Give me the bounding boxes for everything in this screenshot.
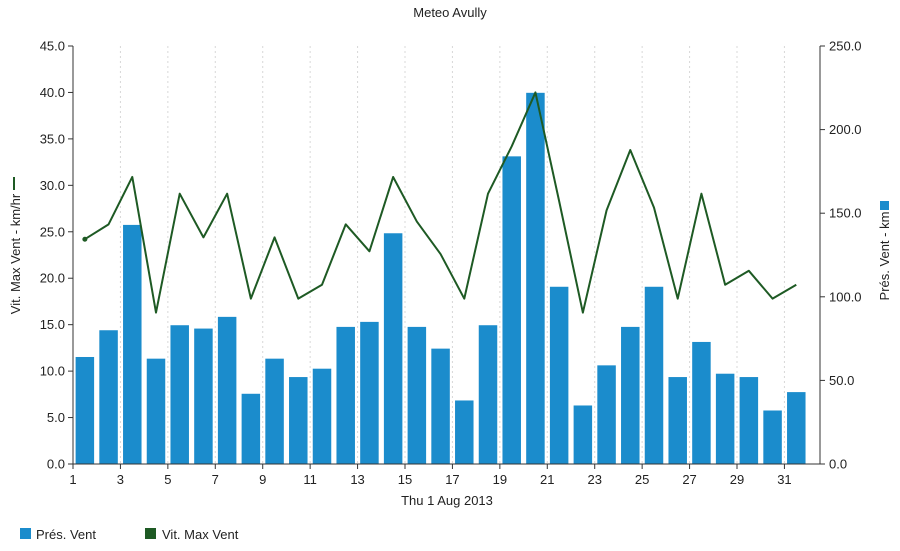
legend-swatch-vit-max-vent [145, 528, 156, 539]
bar [763, 410, 782, 464]
y-left-tick-label: 40.0 [40, 85, 65, 100]
right-axis-legend-square [880, 201, 889, 210]
x-tick-label: 31 [777, 472, 791, 487]
y-right-tick-label: 0.0 [829, 457, 847, 472]
y-right-axis-label: Prés. Vent - km [877, 212, 892, 301]
bar [739, 377, 759, 464]
y-left-tick-labels: 0.0 5.0 10.0 15.0 20.0 25.0 30.0 35.0 40.0 45.0 [40, 39, 73, 472]
bar [715, 373, 735, 464]
bar [573, 405, 593, 464]
y-right-tick-label: 100.0 [829, 289, 862, 304]
bar [217, 316, 237, 464]
y-right-tick-label: 150.0 [829, 206, 862, 221]
x-tick-label: 17 [445, 472, 459, 487]
x-tick-label: 9 [259, 472, 266, 487]
series-line [84, 91, 797, 314]
legend-label-vit-max-vent: Vit. Max Vent [162, 527, 239, 542]
bar [502, 156, 521, 465]
bar [75, 356, 95, 464]
bar [170, 325, 189, 464]
y-right-tick-labels: 0.0 50.0 100.0 150.0 200.0 250.0 [820, 39, 862, 472]
x-tick-labels: 1 3 5 7 9 11 13 15 17 19 21 23 25 27 29 31 [69, 464, 792, 487]
bar [787, 392, 806, 464]
x-tick-label: 21 [540, 472, 554, 487]
bar [360, 321, 379, 464]
bar [146, 358, 166, 464]
y-left-tick-label: 15.0 [40, 317, 65, 332]
bar [336, 326, 355, 464]
x-tick-label: 5 [164, 472, 171, 487]
bar [526, 92, 545, 464]
bar [194, 328, 213, 464]
x-tick-label: 11 [303, 472, 317, 487]
x-tick-label: 7 [212, 472, 219, 487]
bar [383, 233, 403, 464]
bar [455, 400, 474, 464]
x-tick-label: 29 [730, 472, 744, 487]
y-left-tick-label: 5.0 [47, 410, 65, 425]
bar [597, 365, 616, 464]
legend: Prés. Vent Vit. Max Vent [20, 527, 239, 542]
bar [407, 326, 427, 464]
y-right-tick-label: 250.0 [829, 39, 862, 54]
x-tick-label: 23 [587, 472, 601, 487]
bar [621, 326, 640, 464]
legend-swatch-pres-vent [20, 528, 31, 539]
x-tick-label: 3 [117, 472, 124, 487]
bar [644, 286, 664, 464]
x-tick-label: 1 [69, 472, 76, 487]
bar [123, 224, 142, 464]
line-point [82, 236, 88, 242]
bar [549, 286, 569, 464]
y-right-tick-label: 200.0 [829, 122, 862, 137]
x-tick-label: 19 [493, 472, 507, 487]
legend-label-pres-vent: Prés. Vent [36, 527, 96, 542]
x-axis-label: Thu 1 Aug 2013 [401, 493, 493, 508]
bar [431, 348, 450, 464]
y-left-tick-label: 10.0 [40, 364, 65, 379]
bar [668, 377, 687, 464]
bar [265, 358, 284, 464]
chart-title: Meteo Avully [413, 5, 487, 20]
y-left-tick-label: 35.0 [40, 131, 65, 146]
x-tick-label: 13 [350, 472, 364, 487]
x-tick-label: 15 [398, 472, 412, 487]
axes [72, 46, 821, 465]
bar [99, 330, 118, 464]
bar [692, 341, 711, 464]
y-left-axis-label: Vit. Max Vent - km/hr [8, 193, 23, 314]
y-left-tick-label: 30.0 [40, 178, 65, 193]
bar [289, 377, 308, 464]
bar-series [75, 92, 806, 465]
y-left-tick-label: 20.0 [40, 271, 65, 286]
line-series [82, 91, 797, 314]
bar [312, 368, 332, 464]
y-right-tick-label: 50.0 [829, 373, 854, 388]
y-left-tick-label: 0.0 [47, 457, 65, 472]
bar [478, 325, 498, 464]
bar [241, 393, 261, 464]
y-left-tick-label: 25.0 [40, 224, 65, 239]
x-tick-label: 25 [635, 472, 649, 487]
y-left-tick-label: 45.0 [40, 39, 65, 54]
x-tick-label: 27 [682, 472, 696, 487]
